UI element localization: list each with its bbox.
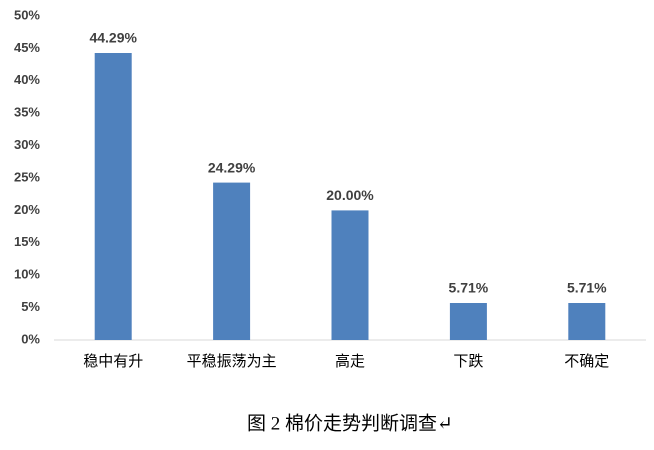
y-tick-label: 40% (14, 72, 40, 87)
y-tick-label: 30% (14, 137, 40, 152)
chart-title: 图 2 棉价走势判断调查↵ (247, 412, 453, 434)
y-tick-label: 20% (14, 202, 40, 217)
data-label: 44.29% (89, 30, 137, 46)
y-tick-label: 0% (21, 331, 40, 346)
x-tick-label: 高走 (335, 353, 365, 370)
y-tick-label: 50% (14, 7, 40, 22)
bar (94, 53, 132, 341)
y-tick-label: 5% (21, 299, 40, 314)
bar (331, 210, 369, 340)
y-tick-label: 10% (14, 267, 40, 282)
bar (568, 302, 606, 340)
x-tick-label: 下跌 (453, 353, 483, 370)
bar (449, 302, 487, 340)
bar (213, 182, 251, 340)
x-tick-label: 稳中有升 (83, 353, 143, 370)
x-tick-label: 平稳振荡为主 (187, 353, 277, 370)
y-tick-label: 15% (14, 234, 40, 249)
data-label: 20.00% (326, 187, 374, 203)
y-tick-label: 45% (14, 40, 40, 55)
data-label: 24.29% (208, 159, 256, 175)
x-tick-label: 不确定 (564, 353, 609, 370)
data-label: 5.71% (449, 280, 489, 296)
data-label: 5.71% (567, 280, 607, 296)
y-tick-label: 35% (14, 105, 40, 120)
y-tick-label: 25% (14, 169, 40, 184)
